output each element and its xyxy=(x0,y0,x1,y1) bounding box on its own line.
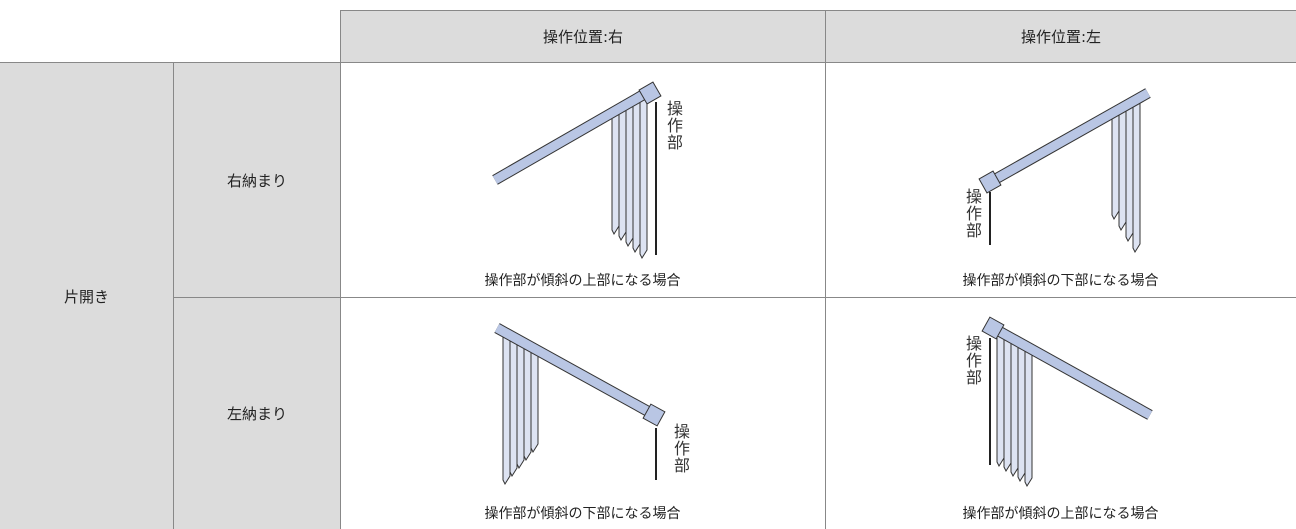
slat xyxy=(523,346,532,462)
control-label: 操作部 xyxy=(963,188,982,239)
group-label: 片開き xyxy=(0,62,173,529)
slat xyxy=(618,107,627,242)
row-label: 左納まり xyxy=(173,297,340,529)
slat xyxy=(530,349,539,454)
rail xyxy=(985,321,1153,419)
table-cell xyxy=(340,297,825,529)
table-cell xyxy=(825,297,1296,529)
control-label: 操作部 xyxy=(664,100,683,151)
slat xyxy=(509,338,518,478)
slat xyxy=(996,333,1005,468)
control-box xyxy=(638,81,662,105)
slat xyxy=(516,342,525,470)
table-cell xyxy=(340,62,825,297)
control-box xyxy=(981,316,1005,340)
row-label: 右納まり xyxy=(173,62,340,297)
caption: 操作部が傾斜の下部になる場合 xyxy=(484,506,681,522)
caption: 操作部が傾斜の上部になる場合 xyxy=(962,506,1159,522)
slat xyxy=(1010,340,1019,478)
slat xyxy=(1024,348,1033,488)
column-header: 操作位置:右 xyxy=(340,10,825,62)
control-label: 操作部 xyxy=(671,423,690,474)
slat xyxy=(502,334,511,486)
slat xyxy=(632,99,641,254)
slat xyxy=(1003,337,1012,473)
column-header: 操作位置:左 xyxy=(825,10,1296,62)
control-label: 操作部 xyxy=(963,335,982,386)
rail xyxy=(492,84,658,184)
slat xyxy=(1111,112,1120,221)
slat xyxy=(1017,344,1026,483)
caption: 操作部が傾斜の下部になる場合 xyxy=(962,273,1159,289)
slat xyxy=(1118,108,1127,232)
slat xyxy=(639,95,648,260)
rail xyxy=(982,89,1151,189)
control-box xyxy=(642,403,666,427)
rail xyxy=(494,324,663,422)
caption: 操作部が傾斜の上部になる場合 xyxy=(484,273,681,289)
table-cell xyxy=(825,62,1296,297)
control-box xyxy=(978,170,1002,194)
slat xyxy=(625,103,634,248)
slat xyxy=(611,111,620,236)
slat xyxy=(1125,104,1134,243)
slat xyxy=(1132,100,1141,254)
